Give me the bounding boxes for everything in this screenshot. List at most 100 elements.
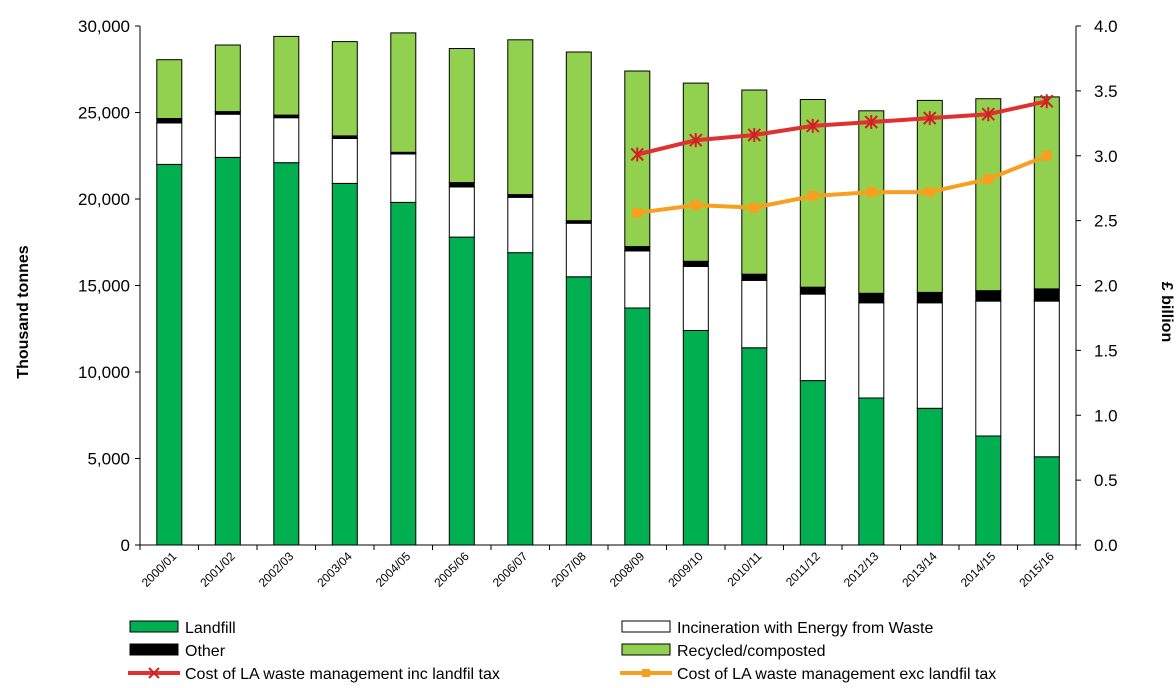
bar-segment-landfill <box>799 380 826 546</box>
cost-point-inc-landfill-tax <box>747 127 761 142</box>
bar-segment-recycled-composted <box>975 98 1002 292</box>
bar-segment-landfill <box>390 202 417 546</box>
legend-label: Cost of LA waste management inc landfil … <box>185 666 500 683</box>
cost-point-exc-landfill-tax <box>924 187 935 198</box>
bar-segment-recycled-composted <box>507 39 534 196</box>
cost-point-exc-landfill-tax <box>807 190 818 201</box>
bar-segment-landfill <box>975 435 1002 546</box>
legend-swatch <box>621 643 671 656</box>
bar-segment-incineration-with-energy-from-waste <box>741 279 768 349</box>
bar-segment-incineration-with-energy-from-waste <box>390 153 417 203</box>
cost-point-exc-landfill-tax <box>983 174 994 185</box>
y-right-tick-label: 1.0 <box>1094 406 1118 425</box>
bar-segment-recycled-composted <box>390 32 417 153</box>
bar-segment-landfill <box>448 236 475 546</box>
bar-segment-landfill <box>214 157 241 546</box>
cost-point-inc-landfill-tax <box>864 115 878 130</box>
bar-segment-incineration-with-energy-from-waste <box>858 302 885 399</box>
bar-segment-other <box>858 292 885 304</box>
cost-line-exc-landfill-tax <box>637 153 1048 215</box>
x-category-label: 2013/14 <box>899 549 940 590</box>
y-left-axis-title: Thousand tonnes <box>15 245 32 378</box>
bar-segment-incineration-with-energy-from-waste <box>624 250 651 309</box>
cost-point-inc-landfill-tax <box>1040 94 1054 109</box>
cost-line-inc-landfill-tax <box>636 99 1048 157</box>
x-category-label: 2009/10 <box>665 549 706 590</box>
bar-segment-recycled-composted <box>858 110 885 294</box>
y-right-tick-label: 3.0 <box>1094 147 1118 166</box>
y-right-tick-label: 2.5 <box>1094 212 1118 231</box>
cost-point-inc-landfill-tax <box>981 107 995 122</box>
bar-segment-landfill <box>858 397 885 546</box>
legend-item: Landfill <box>129 620 236 637</box>
x-category-label: 2011/12 <box>783 549 823 589</box>
bar-segment-incineration-with-energy-from-waste <box>916 302 943 409</box>
bar-segment-other <box>1033 288 1060 302</box>
cost-point-inc-landfill-tax <box>806 118 820 133</box>
legend: Landfill Incineration with Energy from Wa… <box>128 620 996 683</box>
y-right-axis-title: £ billion <box>1158 282 1175 342</box>
x-category-label: 2015/16 <box>1016 549 1057 590</box>
bar-segment-recycled-composted <box>331 41 358 137</box>
x-category-label: 2006/07 <box>490 549 531 590</box>
legend-swatch <box>129 643 179 656</box>
bar-segment-recycled-composted <box>448 48 475 184</box>
bar-segment-other <box>624 246 651 252</box>
bar-segment-landfill <box>741 347 768 546</box>
y-right-tick-label: 4.0 <box>1094 17 1118 36</box>
bar-segment-incineration-with-energy-from-waste <box>1033 300 1060 458</box>
y-left-tick-label: 10,000 <box>78 363 130 382</box>
y-left-tick-label: 0 <box>121 536 130 555</box>
legend-label: Recycled/composted <box>677 643 826 660</box>
bar-segment-landfill <box>507 252 534 546</box>
bar-segment-recycled-composted <box>1033 96 1060 290</box>
legend-label: Cost of LA waste management exc landfil … <box>677 666 996 683</box>
bar-segment-recycled-composted <box>214 44 241 113</box>
legend-item: Cost of LA waste management inc landfil … <box>128 666 500 683</box>
legend-item: Other <box>129 643 226 660</box>
y-right-tick-label: 0.0 <box>1094 536 1118 555</box>
legend-item: Incineration with Energy from Waste <box>621 620 934 637</box>
bar-segment-other <box>741 273 768 281</box>
y-left-tick-label: 15,000 <box>78 277 130 296</box>
bar-segment-incineration-with-energy-from-waste <box>975 300 1002 437</box>
y-right-tick-label: 1.5 <box>1094 341 1118 360</box>
y-right-tick-label: 3.5 <box>1094 82 1118 101</box>
legend-marker <box>148 667 160 679</box>
bar-segment-landfill <box>624 307 651 546</box>
legend-label: Landfill <box>185 620 236 637</box>
x-category-label: 2001/02 <box>197 549 238 590</box>
x-category-label: 2010/11 <box>724 549 764 589</box>
legend-label: Incineration with Energy from Waste <box>677 620 934 637</box>
x-category-label: 2008/09 <box>607 549 648 590</box>
legend-label: Other <box>185 643 226 660</box>
bar-segment-recycled-composted <box>565 51 592 222</box>
bar-segment-incineration-with-energy-from-waste <box>682 266 709 331</box>
bar-segment-landfill <box>273 162 300 546</box>
y-left-tick-label: 30,000 <box>78 17 130 36</box>
bar-segment-landfill <box>331 182 358 546</box>
bar-segment-landfill <box>1033 456 1060 546</box>
legend-item: Cost of LA waste management exc landfil … <box>620 666 996 683</box>
cost-point-exc-landfill-tax <box>632 207 643 218</box>
bar-segment-other <box>682 260 709 267</box>
bar-segment-landfill <box>565 276 592 546</box>
bar-segment-incineration-with-energy-from-waste <box>507 196 534 254</box>
bar-segment-incineration-with-energy-from-waste <box>331 137 358 184</box>
cost-point-inc-landfill-tax <box>923 111 937 126</box>
cost-point-exc-landfill-tax <box>749 202 760 213</box>
x-category-label: 2000/01 <box>139 549 180 590</box>
bar-segment-recycled-composted <box>273 35 300 116</box>
bar-segment-incineration-with-energy-from-waste <box>565 222 592 278</box>
bar-segment-incineration-with-energy-from-waste <box>273 117 300 164</box>
cost-point-exc-landfill-tax <box>1041 150 1052 161</box>
bars-layer <box>156 32 1060 546</box>
y-right-tick-label: 2.0 <box>1094 277 1118 296</box>
legend-item: Recycled/composted <box>621 643 826 660</box>
bar-segment-recycled-composted <box>682 82 709 262</box>
legend-swatch <box>621 620 671 633</box>
cost-point-exc-landfill-tax <box>690 200 701 211</box>
bar-segment-landfill <box>916 407 943 546</box>
bar-segment-other <box>156 118 183 124</box>
